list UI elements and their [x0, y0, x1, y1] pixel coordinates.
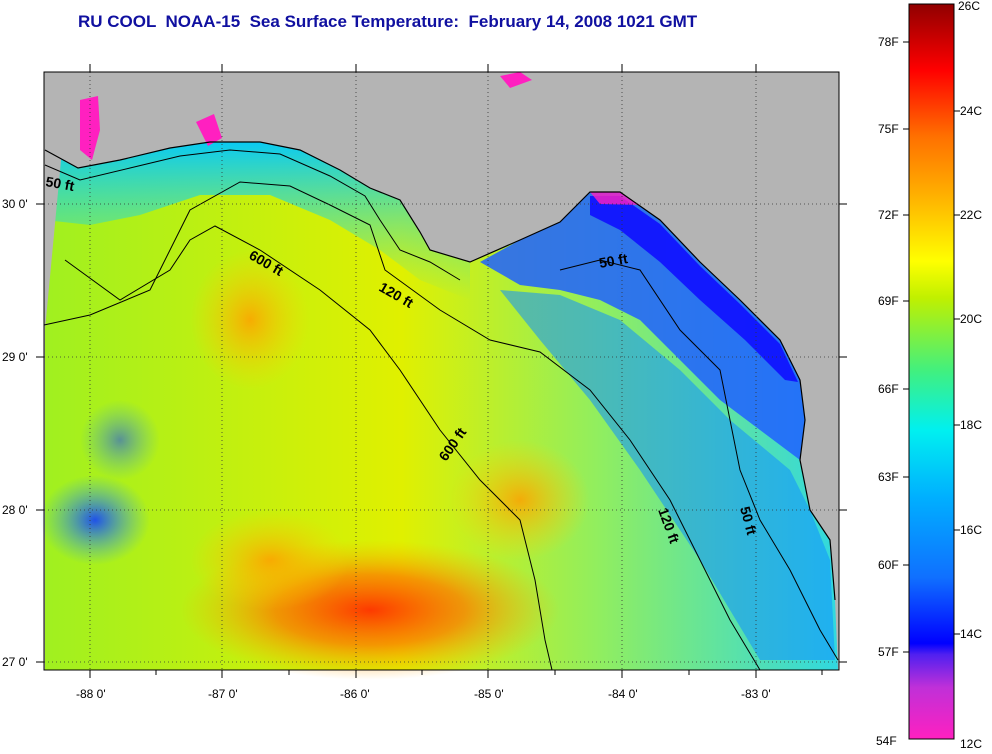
- lon-label-86: -86 0': [340, 687, 370, 701]
- cbar-f-72: 72F: [878, 208, 899, 222]
- map-title: RU COOL NOAA-15 Sea Surface Temperature:…: [78, 12, 698, 31]
- cbar-f-69: 69F: [878, 294, 899, 308]
- cbar-c-26: 26C: [958, 0, 980, 13]
- isobath-600ft: [64, 225, 553, 671]
- axis-ticks: [36, 64, 847, 678]
- isobath-120ft: [43, 181, 761, 671]
- lon-label-84: -84 0': [608, 687, 638, 701]
- cbar-c-24: 24C: [960, 104, 982, 118]
- warm-eddy-north: [190, 250, 310, 390]
- lon-label-88: -88 0': [76, 687, 106, 701]
- isobath-50ft-east: [559, 259, 839, 661]
- graticule: [44, 72, 839, 670]
- cbar-f-54: 54F: [876, 734, 897, 748]
- cbar-c-18: 18C: [960, 418, 982, 432]
- lat-label-28: 28 0': [2, 503, 28, 517]
- cbar-c-20: 20C: [960, 312, 982, 326]
- map-panel: 50 ft 600 ft 120 ft 50 ft 600 ft 120 ft …: [2, 64, 847, 701]
- no-data-wedge: [44, 150, 62, 340]
- east-coast-cold-band: [590, 196, 798, 382]
- cbar-c-22: 22C: [960, 208, 982, 222]
- lat-label-29: 29 0': [2, 350, 28, 364]
- cbar-f-75: 75F: [878, 122, 899, 136]
- east-shelf-transition: [500, 290, 835, 660]
- cbar-f-60: 60F: [878, 558, 899, 572]
- cbar-f-66: 66F: [878, 382, 899, 396]
- bay-anomaly: [196, 114, 222, 146]
- contour-label-50ft-east-south: 50 ft: [737, 505, 760, 537]
- cool-patch-northwest: [80, 400, 160, 480]
- cbar-c-14: 14C: [960, 627, 982, 641]
- lat-label-27: 27 0': [2, 655, 28, 669]
- lon-label-83: -83 0': [741, 687, 771, 701]
- map-frame: [43, 71, 840, 671]
- cbar-f-63: 63F: [878, 470, 899, 484]
- cool-patch-west: [40, 475, 150, 565]
- lon-label-87: -87 0': [208, 687, 238, 701]
- warm-eddy-east: [450, 440, 590, 560]
- coastline: [44, 141, 836, 601]
- cbar-f-57: 57F: [878, 645, 899, 659]
- east-shelf-cold-water: [480, 192, 805, 460]
- contour-label-50ft-west: 50 ft: [44, 173, 75, 194]
- cbar-c-16: 16C: [960, 523, 982, 537]
- cbar-f-78: 78F: [878, 35, 899, 49]
- cbar-c-12: 12C: [960, 737, 982, 751]
- colorbar-gradient: [908, 3, 955, 740]
- isobath-50ft-west: [44, 149, 461, 281]
- lat-label-30: 30 0': [2, 197, 28, 211]
- nearshore-cool-water: [45, 142, 470, 300]
- colorbar: 78F 75F 72F 69F 66F 63F 60F 57F 54F 26C …: [876, 0, 982, 751]
- lake-anomaly: [500, 72, 532, 88]
- lon-label-85: -85 0': [474, 687, 504, 701]
- warm-eddy-west: [190, 510, 350, 610]
- contour-label-50ft-east-north: 50 ft: [598, 250, 629, 271]
